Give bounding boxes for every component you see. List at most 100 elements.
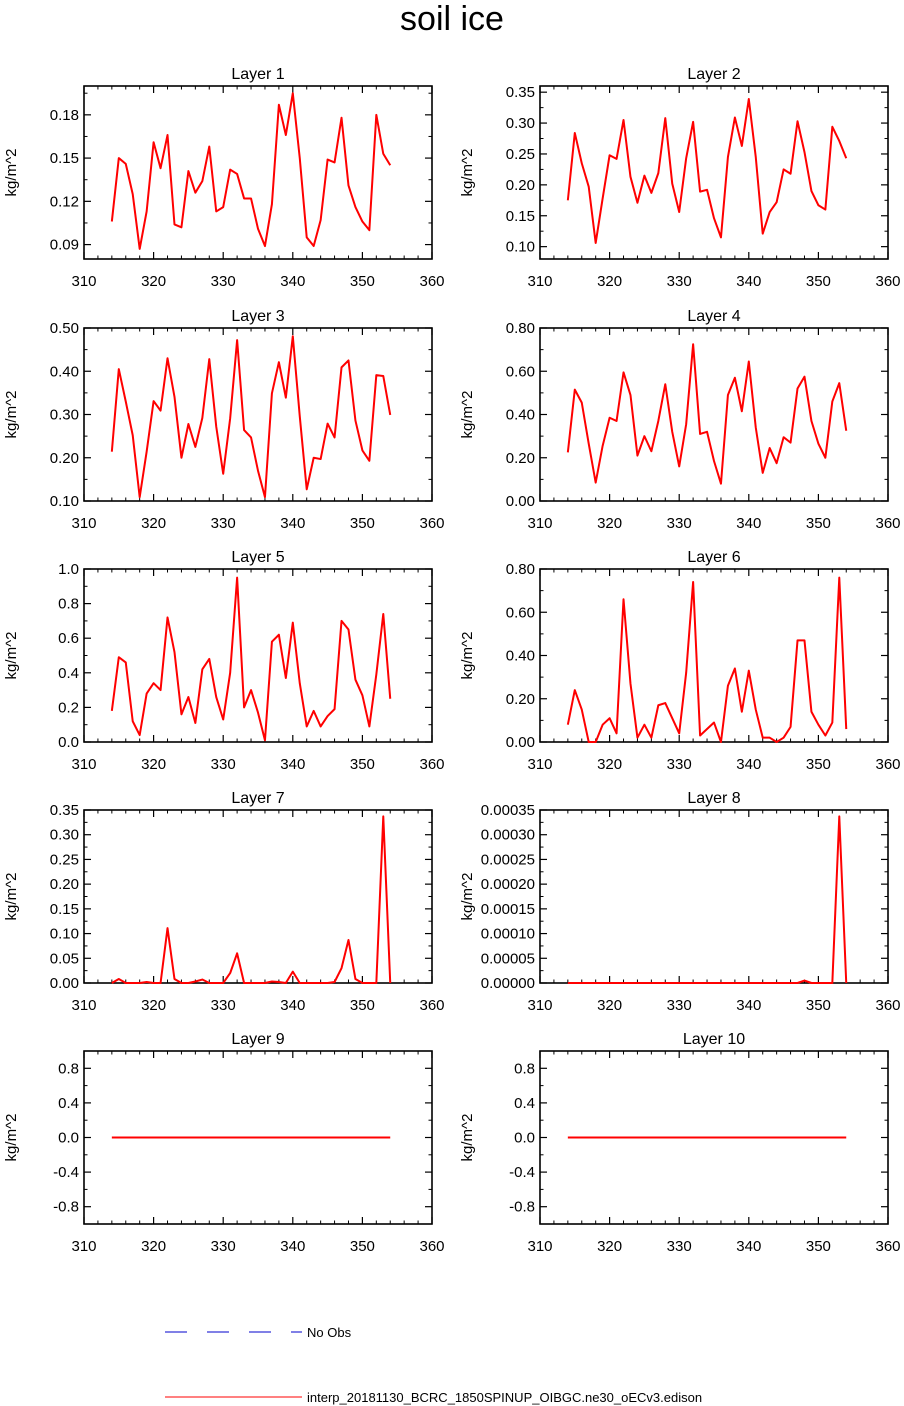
y-axis-label: kg/m^2 [3, 391, 20, 439]
y-tick-label: 0.35 [50, 802, 79, 819]
x-tick-label: 320 [141, 515, 166, 532]
y-tick-label: 0.20 [50, 450, 79, 467]
y-tick-label: 0.00000 [481, 975, 535, 992]
y-tick-label: 0.4 [514, 1095, 535, 1112]
panels: 310 320 330 340 350 360 0.09 0.12 0.15 0.18 Layer … [3, 66, 901, 1255]
x-tick-label: 330 [667, 1238, 692, 1255]
y-tick-label: 0.15 [50, 150, 79, 167]
y-tick-label: 0.00030 [481, 827, 535, 844]
y-tick-label: 0.00015 [481, 901, 535, 918]
panel-title: Layer 6 [687, 549, 740, 566]
panel-2: 310 320 330 340 350 360 0.10 0.15 0.20 0.25 0.30 0.… [459, 66, 901, 290]
y-tick-label: 0.00 [50, 975, 79, 992]
y-tick-label: 0.10 [506, 239, 535, 256]
y-tick-label: -0.4 [509, 1164, 535, 1181]
x-tick-label: 350 [806, 756, 831, 773]
y-tick-label: 0.6 [58, 630, 79, 647]
x-tick-label: 310 [71, 756, 96, 773]
x-tick-label: 350 [806, 273, 831, 290]
x-tick-label: 310 [71, 1238, 96, 1255]
x-tick-label: 350 [350, 997, 375, 1014]
y-tick-label: 0.80 [506, 320, 535, 337]
y-tick-label: 0.00020 [481, 876, 535, 893]
y-tick-label: 0.18 [50, 107, 79, 124]
y-axis-label: kg/m^2 [3, 149, 20, 197]
y-axis-label: kg/m^2 [3, 632, 20, 680]
x-tick-label: 320 [141, 273, 166, 290]
y-tick-label: 0.60 [506, 604, 535, 621]
x-tick-label: 340 [280, 273, 305, 290]
x-tick-label: 350 [350, 756, 375, 773]
y-tick-label: 0.8 [58, 1060, 79, 1077]
panel-title: Layer 7 [231, 790, 284, 807]
y-tick-label: -0.8 [53, 1199, 79, 1216]
y-tick-label: 0.10 [50, 493, 79, 510]
y-tick-label: 0.00025 [481, 851, 535, 868]
y-tick-label: 0.0 [58, 734, 79, 751]
panel-5: 310 320 330 340 350 360 0.0 0.2 0.4 0.6 0.8 1.0 Laye… [3, 549, 445, 773]
x-tick-label: 320 [141, 997, 166, 1014]
legend-model-label: interp_20181130_BCRC_1850SPINUP_OIBGC.ne… [307, 1390, 702, 1405]
y-tick-label: -0.4 [53, 1164, 79, 1181]
x-tick-label: 360 [419, 1238, 444, 1255]
x-tick-label: 350 [350, 515, 375, 532]
y-tick-label: 0.00005 [481, 950, 535, 967]
y-tick-label: 0.25 [50, 851, 79, 868]
x-tick-label: 340 [280, 997, 305, 1014]
x-tick-label: 320 [597, 1238, 622, 1255]
x-tick-label: 320 [597, 997, 622, 1014]
x-tick-label: 360 [419, 997, 444, 1014]
x-tick-label: 340 [736, 1238, 761, 1255]
x-tick-label: 320 [597, 273, 622, 290]
x-tick-label: 340 [736, 273, 761, 290]
x-tick-label: 350 [806, 997, 831, 1014]
panel-title: Layer 1 [231, 66, 284, 83]
y-axis-label: kg/m^2 [459, 1114, 476, 1162]
x-tick-label: 360 [875, 997, 900, 1014]
x-tick-label: 330 [211, 1238, 236, 1255]
y-tick-label: 0.8 [58, 596, 79, 613]
panel-1: 310 320 330 340 350 360 0.09 0.12 0.15 0.18 Layer … [3, 66, 445, 290]
y-tick-label: 0.10 [50, 926, 79, 943]
x-tick-label: 340 [280, 756, 305, 773]
series-line [111, 815, 392, 984]
x-tick-label: 350 [806, 1238, 831, 1255]
x-tick-label: 330 [211, 515, 236, 532]
x-tick-label: 330 [667, 756, 692, 773]
x-tick-label: 350 [350, 273, 375, 290]
x-tick-label: 330 [667, 515, 692, 532]
series-line [567, 815, 848, 984]
x-tick-label: 360 [875, 273, 900, 290]
panel-title: Layer 9 [231, 1031, 284, 1048]
y-tick-label: 0.05 [50, 950, 79, 967]
x-tick-label: 330 [667, 997, 692, 1014]
series-line [566, 576, 848, 743]
panel-3: 310 320 330 340 350 360 0.10 0.20 0.30 0.40 0.50 La… [3, 308, 445, 532]
y-tick-label: 0.00035 [481, 802, 535, 819]
x-tick-label: 360 [875, 1238, 900, 1255]
y-tick-label: 0.4 [58, 1095, 79, 1112]
x-tick-label: 340 [736, 515, 761, 532]
y-tick-label: 0.2 [58, 699, 79, 716]
panel-10: 310 320 330 340 350 360 -0.8 -0.4 0.0 0.4 0.8 Layer… [459, 1031, 901, 1255]
x-tick-label: 310 [71, 515, 96, 532]
y-tick-label: 0.0 [514, 1130, 535, 1147]
panel-4: 310 320 330 340 350 360 0.00 0.20 0.40 0.60 0.80 La… [459, 308, 901, 532]
plot-frame [539, 327, 889, 502]
x-tick-label: 340 [280, 515, 305, 532]
x-tick-label: 360 [419, 756, 444, 773]
panel-6: 310 320 330 340 350 360 0.00 0.20 0.40 0.60 0.80 La… [459, 549, 901, 773]
y-tick-label: 0.40 [50, 363, 79, 380]
y-tick-label: 0.40 [506, 648, 535, 665]
y-tick-label: -0.8 [509, 1199, 535, 1216]
y-tick-label: 0.50 [50, 320, 79, 337]
y-tick-label: 0.35 [506, 84, 535, 101]
x-tick-label: 320 [141, 1238, 166, 1255]
legend-obs-label: No Obs [307, 1325, 352, 1340]
y-tick-label: 0.30 [50, 827, 79, 844]
y-tick-label: 0.15 [506, 208, 535, 225]
series-line [110, 335, 392, 499]
panel-7: 310 320 330 340 350 360 0.00 0.05 0.10 0.15 0.20 0.… [3, 790, 445, 1014]
x-tick-label: 330 [211, 273, 236, 290]
